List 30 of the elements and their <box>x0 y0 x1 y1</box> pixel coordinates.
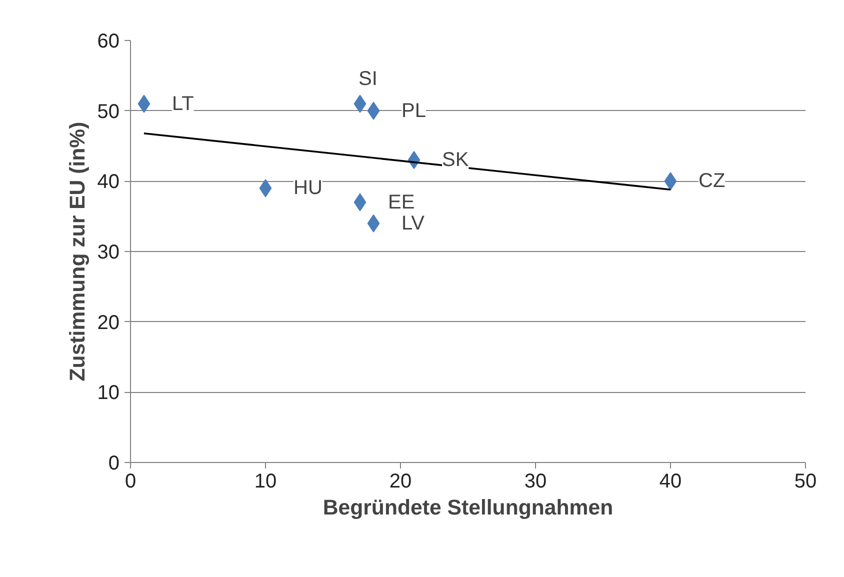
x-tick-label: 10 <box>254 470 277 492</box>
annotation: LV <box>402 212 426 234</box>
y-tick-label: 50 <box>97 100 120 123</box>
annotation: EE <box>388 191 415 214</box>
annotation: HU <box>294 177 322 200</box>
x-tick-label: 40 <box>659 470 682 492</box>
x-tick-label: 50 <box>794 470 817 492</box>
point <box>259 179 272 198</box>
point <box>367 214 380 232</box>
y-axis-title: Zustimmung zur EU (in%) <box>65 122 90 382</box>
y-tick-label: 40 <box>97 171 120 194</box>
y-tick-label: 20 <box>97 312 120 334</box>
y-tick-label: 60 <box>97 30 120 52</box>
point <box>138 94 150 113</box>
y-tick-label: 10 <box>97 382 120 404</box>
y-tick-label: 0 <box>108 452 120 474</box>
annotation: SI <box>358 68 378 90</box>
x-tick-label: 30 <box>524 470 547 492</box>
annotation: CZ <box>698 170 726 192</box>
x-axis-title: Begründete Stellungnahmen <box>322 496 614 520</box>
annotation: LT <box>172 92 194 115</box>
x-tick-label: 0 <box>124 470 136 492</box>
y-tick-label: 30 <box>97 242 120 264</box>
x-tick-label: 20 <box>389 470 412 492</box>
point <box>367 102 380 120</box>
annotation: PL <box>402 100 426 122</box>
annotation: SK <box>442 149 470 172</box>
point <box>354 94 366 113</box>
point <box>354 193 366 212</box>
point <box>664 172 677 190</box>
